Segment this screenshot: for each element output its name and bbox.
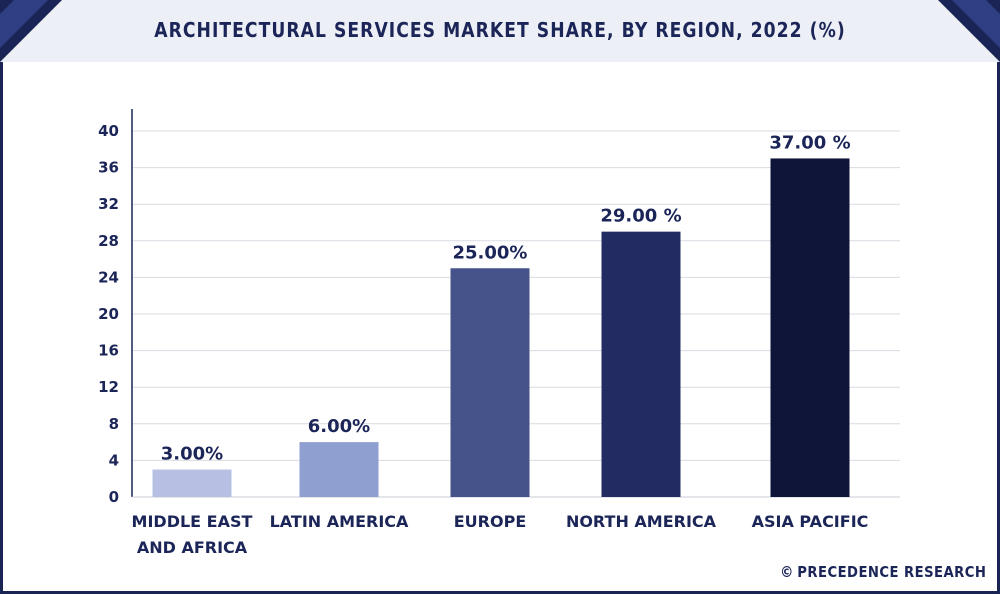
y-tick-label: 12: [98, 378, 119, 396]
y-tick-label: 36: [98, 159, 119, 177]
x-category-label: LATIN AMERICA: [270, 512, 409, 531]
labels: 0 4 8 12 16 20 24 28 32 36 40 3.00% MIDDLE EAST AND A…: [98, 122, 868, 557]
y-tick-label: 16: [98, 342, 119, 360]
x-category-label: MIDDLE EAST: [132, 512, 253, 531]
brand-name: PRECEDENCE RESEARCH: [796, 563, 986, 581]
data-label: 29.00 %: [600, 206, 681, 227]
data-label: 25.00%: [453, 242, 528, 263]
data-label: 6.00%: [308, 416, 370, 437]
bar: [601, 231, 681, 497]
y-tick-label: 0: [109, 488, 119, 506]
chart-title: ARCHITECTURAL SERVICES MARKET SHARE, BY …: [154, 18, 846, 42]
data-label: 37.00 %: [769, 132, 850, 153]
x-category-label: EUROPE: [454, 512, 527, 531]
bar: [770, 158, 850, 497]
x-category-label: AND AFRICA: [137, 538, 248, 557]
bar: [152, 469, 232, 497]
copyright-icon: ©: [779, 563, 794, 581]
y-tick-label: 40: [98, 122, 119, 140]
brand-credit: © PRECEDENCE RESEARCH: [780, 563, 986, 581]
x-category-label: ASIA PACIFIC: [752, 512, 869, 531]
chart-header: ARCHITECTURAL SERVICES MARKET SHARE, BY …: [0, 0, 1000, 62]
header-corner-left-decoration: [0, 0, 62, 62]
bar: [450, 268, 530, 497]
data-label: 3.00%: [161, 444, 223, 465]
y-tick-label: 20: [98, 305, 119, 323]
y-tick-label: 24: [98, 268, 119, 286]
y-tick-label: 32: [98, 195, 119, 213]
bars: [152, 158, 850, 497]
bar: [299, 442, 379, 497]
x-category-label: NORTH AMERICA: [566, 512, 717, 531]
y-tick-label: 8: [109, 415, 119, 433]
y-tick-label: 28: [98, 232, 119, 250]
y-tick-label: 4: [109, 451, 119, 469]
header-corner-right-decoration: [938, 0, 1000, 62]
